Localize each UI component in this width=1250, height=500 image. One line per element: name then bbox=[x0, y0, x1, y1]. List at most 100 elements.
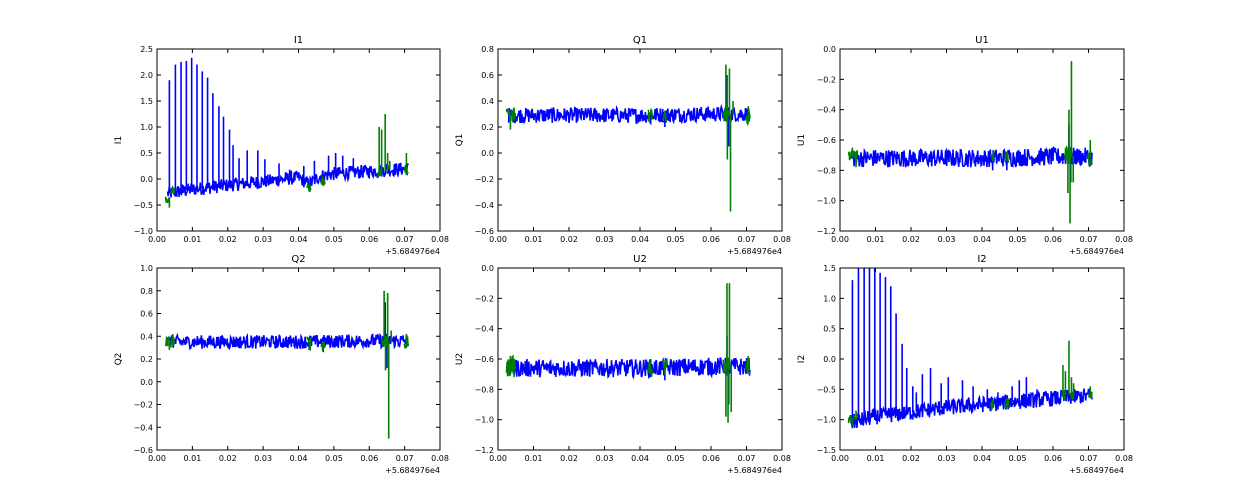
y-tick-label: 0.6 bbox=[140, 310, 153, 319]
y-tick-label: 1.0 bbox=[823, 294, 836, 303]
x-offset-label: +5.684976e4 bbox=[385, 466, 440, 475]
series-I1-1 bbox=[164, 114, 409, 208]
subplot-I2: 0.00 0.01 0.02 0.03 0.04 0.05 0.06 0.07 0.08 −1.5… bbox=[797, 254, 1133, 475]
series-line bbox=[507, 357, 751, 380]
series-U2-1 bbox=[505, 283, 751, 423]
y-tick-label: −1.0 bbox=[475, 416, 494, 425]
y-tick-label: −0.5 bbox=[134, 201, 153, 210]
x-tick-label: 0.06 bbox=[360, 454, 378, 463]
x-tick-label: 0.04 bbox=[973, 235, 991, 244]
x-offset-label: +5.684976e4 bbox=[385, 247, 440, 256]
series-segment bbox=[403, 336, 409, 349]
y-tick-label: −1.0 bbox=[817, 416, 836, 425]
subplot-I1: 0.00 0.01 0.02 0.03 0.04 0.05 0.06 0.07 0.08 −1.0… bbox=[114, 35, 449, 256]
y-tick-label: 0.0 bbox=[823, 45, 836, 54]
x-tick-label: 0.05 bbox=[1009, 235, 1027, 244]
subplot-title: I2 bbox=[977, 254, 986, 265]
series-I2-0 bbox=[849, 268, 1093, 429]
series-segment bbox=[661, 357, 668, 375]
x-tick-label: 0.03 bbox=[938, 454, 956, 463]
y-tick-label: −0.2 bbox=[475, 175, 494, 184]
y-tick-label: −1.2 bbox=[475, 446, 494, 455]
series-segment bbox=[745, 109, 751, 127]
x-tick-label: 0.03 bbox=[254, 235, 272, 244]
axes-frame bbox=[839, 48, 1125, 232]
x-tick-label: 0.06 bbox=[702, 235, 720, 244]
subplot-title: U1 bbox=[975, 35, 989, 46]
y-axis-label: Q2 bbox=[114, 353, 124, 366]
y-tick-label: 0.5 bbox=[140, 149, 153, 158]
x-tick-label: 0.02 bbox=[219, 454, 237, 463]
y-tick-label: −1.2 bbox=[817, 227, 836, 236]
series-segment bbox=[505, 359, 511, 377]
series-segment bbox=[306, 336, 312, 351]
y-tick-label: −0.5 bbox=[817, 385, 836, 394]
series-segment bbox=[505, 108, 511, 116]
y-tick-label: 1.0 bbox=[140, 264, 153, 273]
y-tick-label: 0.0 bbox=[823, 355, 836, 364]
y-tick-label: 2.0 bbox=[140, 71, 153, 80]
x-tick-label: 0.02 bbox=[902, 235, 920, 244]
x-tick-label: 0.01 bbox=[867, 454, 885, 463]
series-line bbox=[849, 388, 1093, 429]
subplot-U2: 0.00 0.01 0.02 0.03 0.04 0.05 0.06 0.07 0.08 −1.2… bbox=[455, 254, 791, 475]
x-tick-label: 0.03 bbox=[596, 454, 614, 463]
y-tick-label: 0.2 bbox=[481, 123, 494, 132]
y-tick-label: 1.0 bbox=[140, 123, 153, 132]
y-tick-label: −0.2 bbox=[475, 294, 494, 303]
axes-frame bbox=[156, 48, 441, 232]
y-axis-label: I1 bbox=[114, 136, 124, 144]
x-tick-label: 0.00 bbox=[148, 454, 166, 463]
series-Q2-1 bbox=[164, 290, 409, 439]
x-tick-label: 0.07 bbox=[1080, 454, 1098, 463]
y-tick-label: −0.6 bbox=[134, 446, 153, 455]
x-tick-label: 0.00 bbox=[831, 235, 849, 244]
y-tick-label: −0.4 bbox=[817, 106, 836, 115]
y-tick-label: −1.0 bbox=[134, 227, 153, 236]
axes-frame bbox=[156, 267, 441, 451]
y-tick-label: 0.4 bbox=[140, 332, 153, 341]
series-segment bbox=[853, 412, 858, 420]
x-tick-label: 0.01 bbox=[525, 235, 543, 244]
subplot-title: I1 bbox=[294, 35, 303, 46]
y-tick-label: 0.0 bbox=[140, 378, 153, 387]
series-segment bbox=[511, 109, 517, 122]
y-tick-label: 0.8 bbox=[481, 45, 494, 54]
series-segment bbox=[661, 110, 668, 123]
x-tick-label: 0.03 bbox=[938, 235, 956, 244]
x-tick-label: 0.05 bbox=[667, 235, 685, 244]
x-tick-label: 0.06 bbox=[1044, 454, 1062, 463]
subplot-U1: 0.00 0.01 0.02 0.03 0.04 0.05 0.06 0.07 0.08 −1.2… bbox=[797, 35, 1133, 256]
y-tick-label: 0.4 bbox=[481, 97, 494, 106]
x-tick-label: 0.04 bbox=[631, 235, 649, 244]
y-axis-label: U1 bbox=[797, 134, 807, 146]
x-tick-label: 0.05 bbox=[667, 454, 685, 463]
series-line bbox=[507, 103, 751, 125]
y-tick-label: −0.4 bbox=[134, 423, 153, 432]
x-tick-label: 0.00 bbox=[489, 235, 507, 244]
x-tick-label: 0.07 bbox=[738, 454, 756, 463]
x-tick-label: 0.02 bbox=[560, 454, 578, 463]
y-tick-label: 0.6 bbox=[481, 71, 494, 80]
x-tick-label: 0.07 bbox=[396, 454, 414, 463]
y-tick-label: −0.6 bbox=[475, 227, 494, 236]
subplot-Q2: 0.00 0.01 0.02 0.03 0.04 0.05 0.06 0.07 0.08 −0.6… bbox=[114, 254, 449, 475]
x-tick-label: 0.08 bbox=[431, 454, 449, 463]
x-tick-label: 0.04 bbox=[290, 454, 308, 463]
x-tick-label: 0.08 bbox=[773, 454, 791, 463]
series-segment bbox=[320, 340, 326, 351]
series-segment bbox=[1003, 398, 1010, 409]
x-tick-label: 0.06 bbox=[1044, 235, 1062, 244]
series-line bbox=[166, 162, 409, 198]
x-offset-label: +5.684976e4 bbox=[727, 466, 782, 475]
series-Q1-0 bbox=[507, 75, 751, 147]
x-tick-label: 0.00 bbox=[148, 235, 166, 244]
axes-frame bbox=[839, 267, 1125, 451]
series-Q2-0 bbox=[166, 302, 409, 369]
series-segment bbox=[989, 150, 995, 162]
y-tick-label: 0.5 bbox=[823, 325, 836, 334]
x-tick-label: 0.03 bbox=[254, 454, 272, 463]
y-tick-label: −0.2 bbox=[817, 75, 836, 84]
x-tick-label: 0.04 bbox=[290, 235, 308, 244]
